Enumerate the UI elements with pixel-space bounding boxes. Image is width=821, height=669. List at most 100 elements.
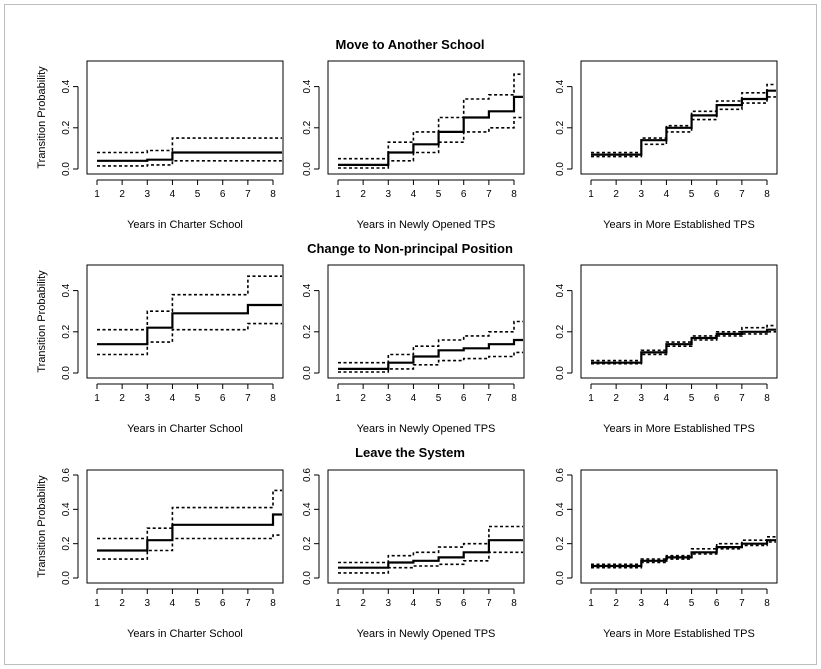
panel-r1-c3-x-tick-label: 3: [639, 189, 645, 200]
panel-r2-c1-estimate-line: [97, 303, 282, 346]
panel-r1-c2-x-label: Years in Newly Opened TPS: [357, 219, 496, 231]
panel-r2-c2-upper-line: [338, 320, 523, 364]
panel-r3-c2-x-tick-label: 4: [411, 598, 417, 609]
panel-r3-c2-frame: [327, 469, 525, 584]
panel-r3-c2-x-tick-label: 1: [335, 598, 341, 609]
panel-r1-c3-x-tick-label: 5: [689, 189, 695, 200]
panel-r3-c1-x-tick-label: 4: [170, 598, 176, 609]
panel-r1-c3-x-tick-label: 6: [714, 189, 720, 200]
panel-r1-c1-x-tick-label: 4: [170, 189, 176, 200]
panel-r3-c3-estimate-line: [591, 539, 776, 568]
panel-r1-c3-x-tick-label: 8: [764, 189, 770, 200]
panel-r2-c2-x-tick-label: 1: [335, 393, 341, 404]
panel-r1-c2-lower-line: [338, 116, 523, 169]
panel-r3-c2-x-tick-label: 5: [436, 598, 442, 609]
panel-r3-c3-x-tick-label: 3: [639, 598, 645, 609]
panel-r3-c2-x-tick-label: 7: [486, 598, 492, 609]
panel-r3-c1-lower-line: [97, 534, 282, 560]
panel-r2-c1-x-tick-label: 3: [145, 393, 151, 404]
panel-r3-c1-x-tick-label: 6: [220, 598, 226, 609]
panel-r3-c3-x-tick-label: 2: [613, 598, 619, 609]
panel-r1-c3-y-tick-label: 0.4: [555, 79, 566, 93]
panel-r2-c3-y-tick-label: 0.0: [555, 366, 566, 380]
row-title-leave-the-system: Leave the System: [355, 445, 465, 460]
panel-r1-c3-lower-line: [591, 96, 776, 158]
panel-r1-c3-x-label: Years in More Established TPS: [603, 219, 755, 231]
panel-r3-c3-lower-line: [591, 541, 776, 569]
panel-r3-c1-estimate-line: [97, 513, 282, 552]
panel-r2-c3-upper-line: [591, 324, 776, 362]
panel-r3-c3-frame: [580, 469, 778, 584]
panel-r2-c2-x-tick-label: 4: [411, 393, 417, 404]
panel-r1-c1-x-label: Years in Charter School: [127, 219, 243, 231]
panel-r1-c2-x-tick-label: 8: [511, 189, 517, 200]
panel-r1-c3-frame: [580, 60, 778, 175]
panel-r2-c1-x-tick-label: 2: [119, 393, 125, 404]
panel-r2-c2-x-tick-label: 2: [360, 393, 366, 404]
panel-r1-c2-y-tick-label: 0.0: [302, 162, 313, 176]
panel-r1-c1-y-tick-label: 0.0: [61, 162, 72, 176]
panel-r2-c1-x-label: Years in Charter School: [127, 423, 243, 435]
panel-r2-c2-y-tick-label: 0.2: [302, 324, 313, 338]
panel-r2-c1-y-tick-label: 0.2: [61, 324, 72, 338]
row-title-change-to-non-principal-position: Change to Non-principal Position: [307, 241, 513, 256]
panel-r2-c3-x-label: Years in More Established TPS: [603, 423, 755, 435]
panel-r1-c1-x-tick-label: 1: [94, 189, 100, 200]
panel-r1-c3-y-tick-label: 0.2: [555, 120, 566, 134]
panel-r2-c1-frame: [86, 264, 284, 379]
panel-r1-c2-frame: [327, 60, 525, 175]
panel-r2-c3-x-tick-label: 8: [764, 393, 770, 404]
panel-r1-c3-upper-line: [591, 83, 776, 154]
panel-r2-c3-x-tick-label: 5: [689, 393, 695, 404]
panel-r2-c2-x-tick-label: 8: [511, 393, 517, 404]
panel-r1-c1-x-tick-label: 7: [245, 189, 251, 200]
figure-frame: Move to Another School 0.0 0.2 0.4 1 2 3 4 5 6 7 8 Y…: [4, 4, 817, 665]
panel-r2-c1-y-label: Transition Probability: [36, 270, 48, 373]
panel-r3-c2-x-tick-label: 8: [511, 598, 517, 609]
panel-r3-c2-y-tick-label: 0.4: [302, 502, 313, 516]
panel-r2-c3-x-tick-label: 6: [714, 393, 720, 404]
panel-r1-c2-y-tick-label: 0.4: [302, 79, 313, 93]
panel-r3-c3-x-tick-label: 5: [689, 598, 695, 609]
panel-r2-c1-x-tick-label: 6: [220, 393, 226, 404]
panel-r2-c3-x-tick-label: 7: [739, 393, 745, 404]
panel-r2-c1-lower-line: [97, 322, 282, 356]
panel-r1-c1-x-tick-label: 3: [145, 189, 151, 200]
panel-r2-c2-estimate-line: [338, 338, 523, 370]
panel-r2-c2-x-tick-label: 6: [461, 393, 467, 404]
panel-r3-c1-x-tick-label: 2: [119, 598, 125, 609]
panel-r3-c3-x-tick-label: 6: [714, 598, 720, 609]
panel-r3-c3-x-tick-label: 1: [588, 598, 594, 609]
panel-r2-c1-x-tick-label: 5: [195, 393, 201, 404]
panel-r3-c1-y-tick-label: 0.2: [61, 536, 72, 550]
panel-r1-c2-x-tick-label: 5: [436, 189, 442, 200]
panel-r3-c3-x-tick-label: 8: [764, 598, 770, 609]
panel-r3-c2-x-tick-label: 3: [386, 598, 392, 609]
panel-r3-c2-y-tick-label: 0.0: [302, 571, 313, 585]
panel-r3-c2-lower-line: [338, 551, 523, 574]
panel-r2-c2-x-tick-label: 7: [486, 393, 492, 404]
panel-r3-c3-y-tick-label: 0.6: [555, 468, 566, 482]
panel-r2-c3-y-tick-label: 0.4: [555, 283, 566, 297]
panel-r3-c2-x-tick-label: 6: [461, 598, 467, 609]
panel-r3-c1-frame: [86, 469, 284, 584]
panel-r1-c1-x-tick-label: 8: [270, 189, 276, 200]
panel-r3-c2-x-label: Years in Newly Opened TPS: [357, 628, 496, 640]
panel-r3-c3-y-tick-label: 0.2: [555, 536, 566, 550]
panel-r3-c3-upper-line: [591, 536, 776, 566]
panel-r1-c1-estimate-line: [97, 151, 282, 162]
panel-r3-c3-x-tick-label: 4: [664, 598, 670, 609]
panel-r3-c1-x-label: Years in Charter School: [127, 628, 243, 640]
panel-r3-c1-x-tick-label: 3: [145, 598, 151, 609]
panel-r3-c2-upper-line: [338, 525, 523, 564]
panel-r1-c2-x-tick-label: 4: [411, 189, 417, 200]
panel-r2-c1-y-tick-label: 0.0: [61, 366, 72, 380]
panel-r3-c1-x-tick-label: 7: [245, 598, 251, 609]
panel-r1-c2-x-tick-label: 7: [486, 189, 492, 200]
panel-r1-c3-y-tick-label: 0.0: [555, 162, 566, 176]
panel-r1-c1-y-tick-label: 0.2: [61, 120, 72, 134]
panel-r1-c2-x-tick-label: 2: [360, 189, 366, 200]
panel-r1-c3-x-tick-label: 7: [739, 189, 745, 200]
panel-r1-c1-x-tick-label: 5: [195, 189, 201, 200]
panel-r1-c2-x-tick-label: 1: [335, 189, 341, 200]
